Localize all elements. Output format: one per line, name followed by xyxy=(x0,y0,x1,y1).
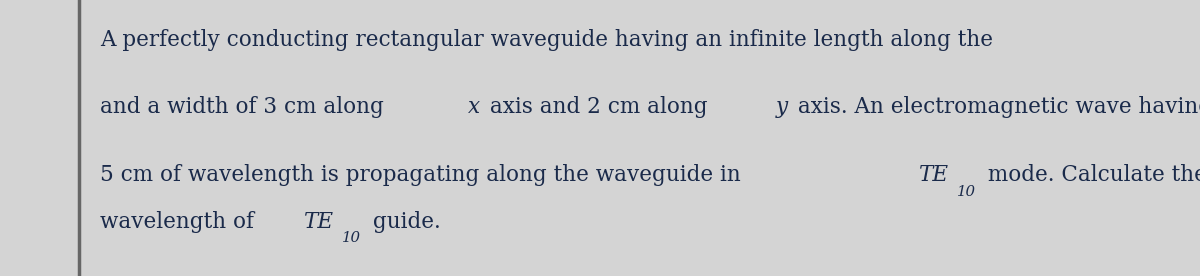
Text: 5 cm of wavelength is propagating along the waveguide in: 5 cm of wavelength is propagating along … xyxy=(101,164,748,186)
Text: x: x xyxy=(468,97,480,118)
Text: A perfectly conducting rectangular waveguide having an infinite length along the: A perfectly conducting rectangular waveg… xyxy=(101,29,1000,51)
Text: and a width of 3 cm along: and a width of 3 cm along xyxy=(101,97,391,118)
Text: TE: TE xyxy=(304,211,334,233)
Text: 10: 10 xyxy=(958,185,977,199)
Text: axis. An electromagnetic wave having: axis. An electromagnetic wave having xyxy=(791,97,1200,118)
Text: y: y xyxy=(776,97,788,118)
Text: wavelength of: wavelength of xyxy=(101,211,262,233)
Text: guide.: guide. xyxy=(366,211,440,233)
Text: 10: 10 xyxy=(342,231,361,245)
Text: axis and 2 cm along: axis and 2 cm along xyxy=(484,97,715,118)
Text: TE: TE xyxy=(919,164,949,186)
Text: mode. Calculate the: mode. Calculate the xyxy=(982,164,1200,186)
